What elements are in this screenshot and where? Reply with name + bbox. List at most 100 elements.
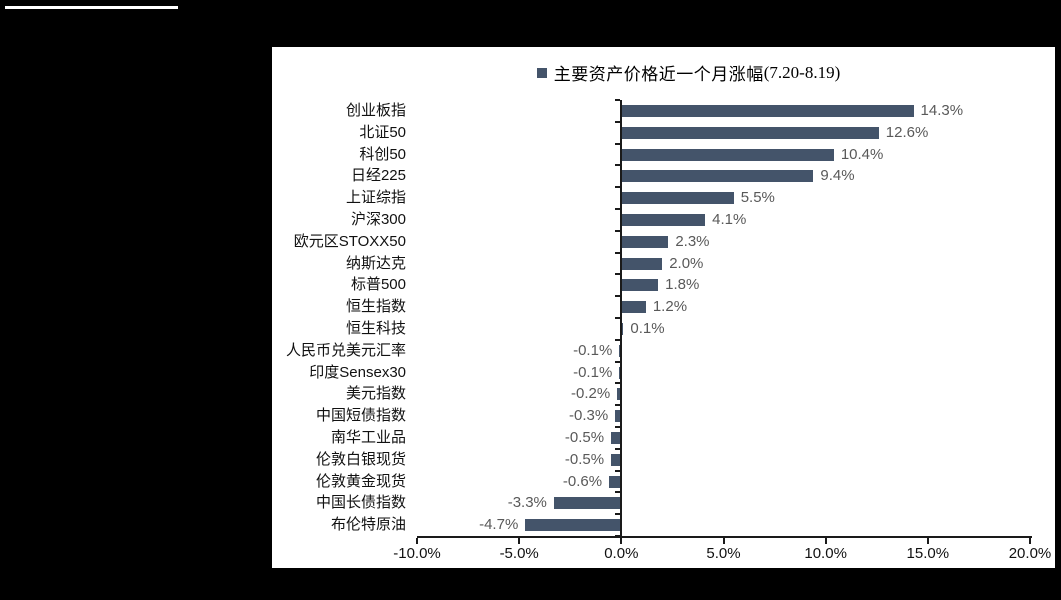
bar	[611, 453, 622, 466]
bar	[621, 148, 834, 161]
value-label: 5.5%	[740, 189, 775, 207]
category-label: 北证50	[359, 123, 406, 141]
value-label: 2.3%	[675, 232, 710, 250]
category-axis-tick	[615, 513, 621, 516]
bar	[619, 366, 622, 379]
value-axis-tick	[518, 538, 521, 544]
bar	[621, 213, 706, 226]
chart-legend: 主要资产价格近一个月涨幅 (7.20-8.19)	[272, 60, 1055, 85]
value-label: -0.1%	[573, 363, 613, 381]
category-axis-tick	[615, 426, 621, 428]
category-label: 南华工业品	[330, 428, 406, 446]
chart-title: 主要资产价格近一个月涨幅	[553, 65, 764, 84]
value-axis-tick-label: 10.0%	[804, 545, 847, 562]
category-label: 上证综指	[345, 189, 406, 207]
category-label: 布伦特原油	[330, 516, 406, 534]
category-label: 纳斯达克	[345, 254, 406, 272]
value-label: 14.3%	[920, 101, 964, 119]
value-label: -0.5%	[564, 428, 605, 446]
category-label: 恒生科技	[345, 319, 406, 337]
category-axis-tick	[615, 295, 621, 298]
bar	[615, 410, 622, 423]
bar	[621, 322, 624, 335]
category-label: 恒生指数	[345, 298, 406, 316]
value-label: 0.1%	[630, 319, 665, 337]
bar	[621, 126, 879, 139]
category-label: 中国长债指数	[315, 494, 406, 512]
value-label: -0.1%	[573, 341, 613, 359]
bar	[619, 344, 622, 357]
category-label: 日经225	[350, 167, 406, 185]
category-label: 伦敦黄金现货	[315, 472, 406, 490]
value-axis-tick	[620, 538, 623, 544]
value-label: -0.5%	[564, 450, 605, 468]
bar	[621, 104, 914, 117]
category-label: 沪深300	[350, 210, 406, 228]
category-axis-tick	[615, 273, 621, 276]
category-label: 中国短债指数	[315, 407, 406, 425]
category-axis-tick	[615, 491, 621, 494]
category-label: 印度Sensex30	[309, 363, 406, 381]
bar	[525, 519, 622, 532]
category-axis-tick	[615, 360, 621, 363]
legend-marker-icon	[536, 67, 547, 78]
category-axis-tick	[615, 208, 621, 210]
bar	[617, 388, 622, 401]
value-axis-tick-label: 5.0%	[706, 545, 741, 562]
value-axis-tick-label: 0.0%	[604, 545, 639, 562]
bar	[611, 431, 622, 444]
value-label: 1.8%	[665, 276, 700, 294]
category-label: 欧元区STOXX50	[293, 232, 406, 250]
category-axis-tick	[615, 469, 621, 472]
category-axis-tick	[615, 338, 621, 341]
bar	[609, 475, 622, 488]
category-label: 人民币兑美元汇率	[285, 341, 406, 359]
value-label: 4.1%	[712, 210, 747, 228]
category-axis-tick	[615, 317, 621, 319]
category-axis-tick	[615, 186, 621, 189]
category-axis-tick	[615, 447, 621, 450]
value-axis-line	[417, 536, 1032, 538]
value-axis-tick-label: 20.0%	[1008, 545, 1052, 562]
top-left-line	[5, 6, 178, 9]
category-axis-tick	[615, 99, 621, 101]
value-label: -0.3%	[569, 407, 609, 425]
category-axis-tick	[615, 120, 621, 123]
chart-panel: 主要资产价格近一个月涨幅 (7.20-8.19) 创业板指 14.3% 北证50 12…	[272, 47, 1055, 568]
value-axis-tick	[722, 538, 725, 544]
plot-area: 创业板指 14.3% 北证50 12.6% 科创50 10.4% 日经225 9.4% 上证综指…	[272, 47, 1055, 568]
value-axis-tick-label: 15.0%	[906, 545, 950, 562]
category-label: 伦敦白银现货	[315, 450, 406, 468]
value-label: 10.4%	[840, 145, 884, 163]
value-label: 1.2%	[652, 298, 688, 316]
value-label: -0.6%	[562, 472, 603, 490]
bar	[621, 192, 734, 205]
bar	[621, 257, 663, 270]
category-axis-tick	[615, 404, 621, 407]
chart-title-period: (7.20-8.19)	[763, 62, 841, 82]
value-label: 9.4%	[820, 167, 855, 185]
category-axis-line	[620, 100, 623, 538]
category-axis-tick	[615, 251, 621, 254]
bar	[553, 497, 622, 510]
value-label: 12.6%	[885, 123, 929, 141]
category-axis-tick	[615, 229, 621, 232]
category-axis-tick	[615, 164, 621, 167]
bar	[621, 279, 659, 292]
value-axis-tick	[926, 538, 929, 544]
bar	[621, 170, 814, 183]
category-label: 科创50	[359, 145, 406, 163]
category-axis-tick	[615, 142, 621, 145]
bar	[621, 301, 646, 314]
value-axis-tick	[824, 538, 827, 544]
value-axis-tick-label: -10.0%	[393, 545, 441, 562]
bar	[621, 235, 669, 248]
value-label: -0.2%	[571, 385, 611, 403]
value-label: -3.3%	[507, 494, 547, 512]
category-axis-tick	[615, 382, 621, 385]
value-label: -4.7%	[479, 516, 519, 534]
category-label: 美元指数	[345, 385, 406, 403]
value-label: 2.0%	[669, 254, 704, 272]
value-axis-tick-label: -5.0%	[499, 545, 539, 562]
